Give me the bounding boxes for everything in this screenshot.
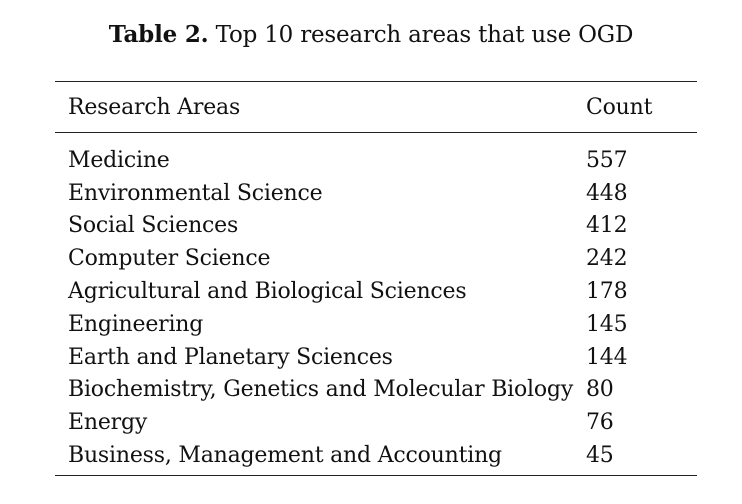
row-area: Environmental Science <box>68 180 323 206</box>
row-area: Biochemistry, Genetics and Molecular Bio… <box>68 377 574 403</box>
row-count: 242 <box>586 246 628 272</box>
row-area: Earth and Planetary Sciences <box>68 344 393 370</box>
table-row: Medicine 557 <box>55 144 697 177</box>
header-rule <box>55 132 697 133</box>
table-row: Earth and Planetary Sciences 144 <box>55 341 697 374</box>
table-row: Computer Science 242 <box>55 242 697 275</box>
table-caption: Table 2. Top 10 research areas that use … <box>0 20 742 50</box>
table-row: Social Sciences 412 <box>55 210 697 243</box>
row-area: Business, Management and Accounting <box>68 443 502 469</box>
header-count: Count <box>586 94 653 120</box>
row-count: 412 <box>586 213 628 239</box>
row-count: 145 <box>586 311 628 337</box>
table-row: Biochemistry, Genetics and Molecular Bio… <box>55 374 697 407</box>
table-header-row: Research Areas Count <box>55 82 697 132</box>
table-body: Medicine 557 Environmental Science 448 S… <box>55 133 697 475</box>
top-rule <box>55 81 697 82</box>
row-count: 144 <box>586 344 628 370</box>
caption-label: Table 2. <box>108 21 209 48</box>
row-count: 178 <box>586 279 628 305</box>
row-count: 448 <box>586 180 628 206</box>
row-area: Social Sciences <box>68 213 239 239</box>
row-area: Medicine <box>68 147 170 173</box>
row-count: 80 <box>586 377 614 403</box>
table-row: Business, Management and Accounting 45 <box>55 439 697 472</box>
row-area: Engineering <box>68 311 204 337</box>
caption-text: Top 10 research areas that use OGD <box>215 22 634 48</box>
research-areas-table: Research Areas Count Medicine 557 Enviro… <box>55 81 697 476</box>
row-area: Energy <box>68 410 148 436</box>
row-count: 45 <box>586 443 614 469</box>
header-research-areas: Research Areas <box>68 94 241 120</box>
bottom-rule <box>55 474 697 476</box>
row-count: 557 <box>586 147 628 173</box>
row-area: Agricultural and Biological Sciences <box>68 279 467 305</box>
table-row: Environmental Science 448 <box>55 177 697 210</box>
table-row: Agricultural and Biological Sciences 178 <box>55 275 697 308</box>
table-row: Energy 76 <box>55 406 697 439</box>
row-count: 76 <box>586 410 614 436</box>
table-row: Engineering 145 <box>55 308 697 341</box>
row-area: Computer Science <box>68 246 271 272</box>
